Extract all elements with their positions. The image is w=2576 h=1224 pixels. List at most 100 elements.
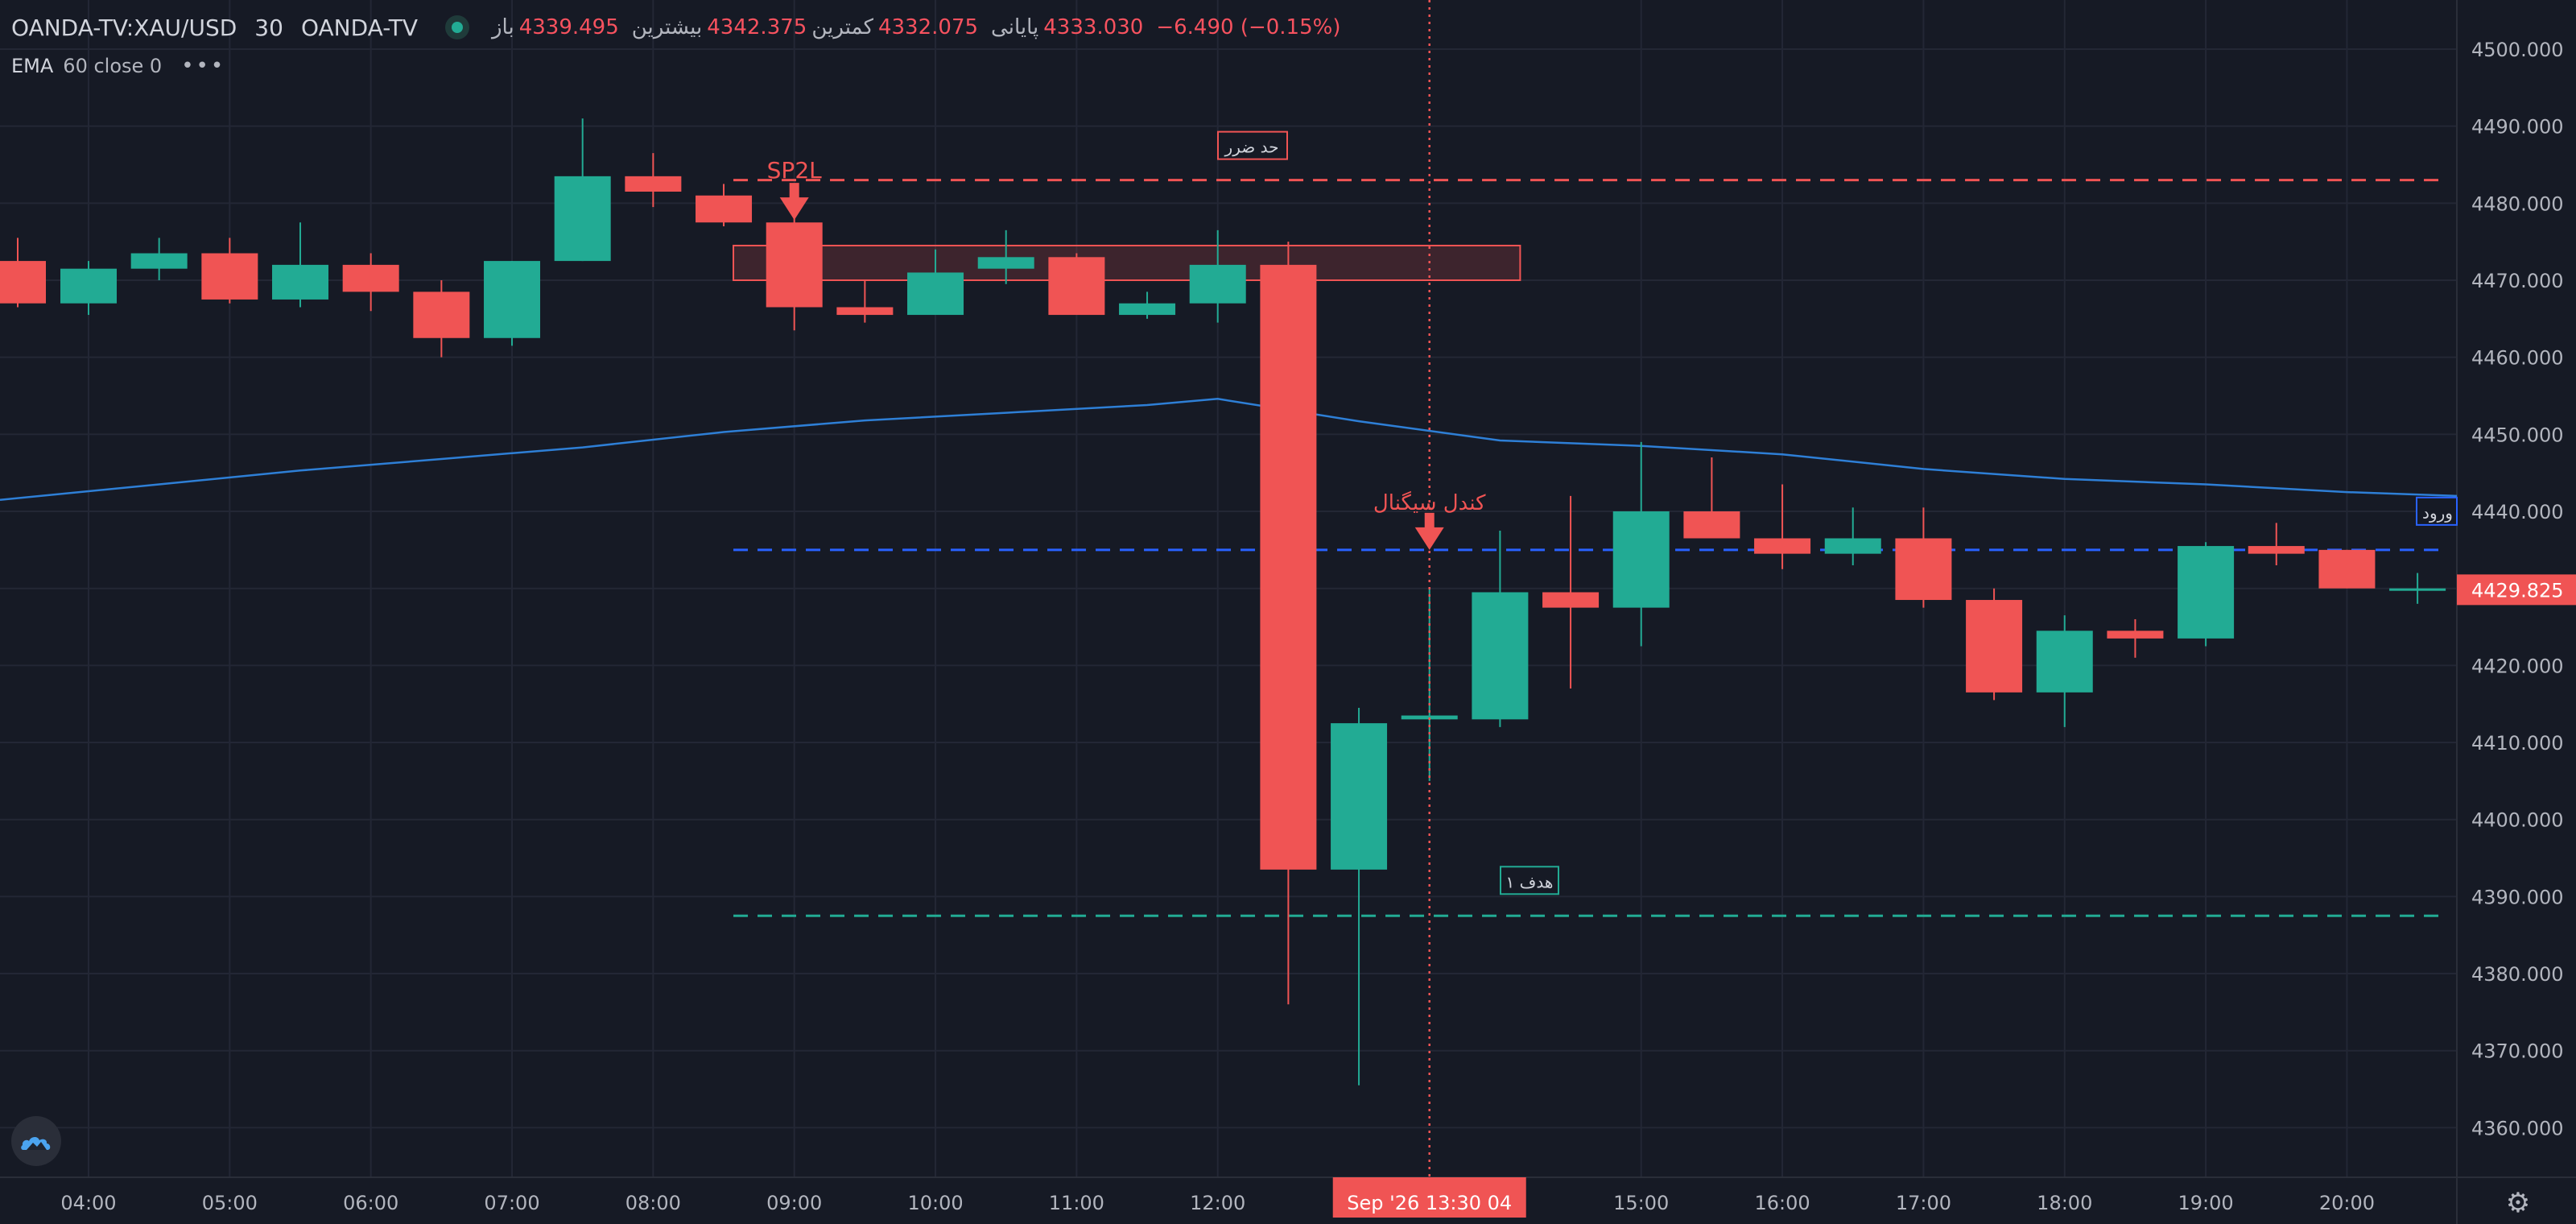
high-label: بیشترین [631,15,703,39]
x-tick-label: 18:00 [2037,1192,2092,1214]
indicator-name: EMA [11,55,54,77]
candle-body [1189,264,1246,304]
x-tick-label: 15:00 [1613,1192,1669,1214]
x-tick-label: 06:00 [343,1192,398,1214]
x-tick-label: 09:00 [766,1192,822,1214]
candle-body [1472,592,1529,720]
x-tick-label: 07:00 [484,1192,539,1214]
candle-body [2389,588,2446,591]
candle-body [272,264,329,300]
close-label: پایانی [991,15,1039,39]
candle-body [1966,600,2023,693]
target-1-label: هدف ۱ [1506,872,1554,891]
y-tick-label: 4390.000 [2471,886,2564,908]
y-tick-label: 4450.000 [2471,424,2564,446]
candle-body [1331,723,1388,870]
x-tick-label: 17:00 [1896,1192,1951,1214]
crosshair-time-label: Sep '26 13:30 04 [1347,1192,1512,1214]
data-source: OANDA-TV [300,14,418,41]
candle-body [1048,257,1105,316]
candle-body [766,222,823,308]
candle-body [484,261,541,338]
candle-body [1542,592,1600,608]
candle-body [1119,303,1176,316]
y-tick-label: 4400.000 [2471,809,2564,832]
y-tick-label: 4460.000 [2471,347,2564,370]
entry-label: ورود [2422,503,2453,523]
x-tick-label: 16:00 [1754,1192,1810,1214]
timeframe[interactable]: 30 [254,14,283,41]
candle-body [554,176,611,262]
x-tick-label: 10:00 [907,1192,963,1214]
candle-body [1754,538,1811,554]
gear-icon[interactable]: ⚙ [2505,1187,2531,1219]
candle-body [1612,511,1670,608]
change-value: −6.490 (−0.15%) [1156,15,1341,39]
symbol-name[interactable]: OANDA-TV:XAU/USD [11,14,237,41]
high-value: 4342.375 [707,15,807,39]
ohlc-values: باز 4339.495 بیشترین 4342.375 کمترین 433… [492,15,1341,39]
x-tick-label: 05:00 [202,1192,258,1214]
open-label: باز [491,15,514,39]
x-tick-label: 12:00 [1190,1192,1245,1214]
y-tick-label: 4420.000 [2471,655,2564,677]
x-tick-label: 11:00 [1049,1192,1104,1214]
y-tick-label: 4440.000 [2471,501,2564,523]
candle-body [60,268,117,304]
down-arrow-marker-icon [779,197,809,221]
candle-body [696,195,753,223]
indicator-legend[interactable]: EMA 60 close 0 ••• [11,52,225,81]
y-tick-label: 4470.000 [2471,270,2564,292]
y-tick-label: 4410.000 [2471,732,2564,755]
low-label: کمترین [811,15,873,39]
y-tick-label: 4490.000 [2471,116,2564,139]
candle-body [201,253,258,300]
candle-body [1824,538,1881,554]
current-price-badge [2457,574,2576,606]
candle-body [2036,631,2093,693]
crosshair-time-badge [1332,1177,1526,1218]
candle-body [2178,546,2235,639]
candle-body [130,253,188,269]
stop-loss-label: حد ضرر [1224,138,1279,157]
candle-body [1895,538,1952,601]
ema-line [0,398,2458,501]
candle-body [2107,631,2164,639]
close-value: 4333.030 [1043,15,1144,39]
tradingview-logo-icon[interactable] [11,1116,61,1166]
candle-body [2248,546,2305,554]
y-tick-label: 4370.000 [2471,1040,2564,1063]
candle-body [836,307,894,316]
candle-body [1683,511,1740,539]
market-status-icon[interactable] [444,15,469,39]
current-price-label: 4429.825 [2471,579,2564,602]
low-value: 4332.075 [877,15,979,39]
symbol-header: OANDA-TV:XAU/USD 30 OANDA-TV باز 4339.49… [11,11,1340,43]
candle-body [625,176,682,192]
open-value: 4339.495 [518,15,619,39]
y-tick-label: 4480.000 [2471,192,2564,215]
candle-body [2318,549,2376,589]
x-tick-label: 19:00 [2178,1192,2234,1214]
candle-body [977,257,1034,269]
down-arrow-marker-icon [1414,527,1444,550]
arrow-shaft-icon [789,183,799,200]
marker-label-sp2l: SP2L [767,157,822,184]
entry-label-box [2416,496,2458,526]
y-tick-label: 4380.000 [2471,963,2564,986]
more-options-icon[interactable]: ••• [181,54,226,78]
indicator-params: 60 close 0 [63,55,163,77]
candle-body [342,264,399,292]
y-tick-label: 4500.000 [2471,39,2564,61]
target-1-label-box [1500,866,1559,895]
candle-body [907,272,964,316]
cloud-mountain-icon [21,1136,51,1150]
candle-body [1260,264,1317,870]
candle-body [0,261,46,304]
marker-label-signal: کندل سیگنال [1373,490,1486,515]
stop-loss-label-box [1217,130,1288,160]
x-tick-label: 08:00 [625,1192,681,1214]
x-tick-label: 20:00 [2319,1192,2375,1214]
